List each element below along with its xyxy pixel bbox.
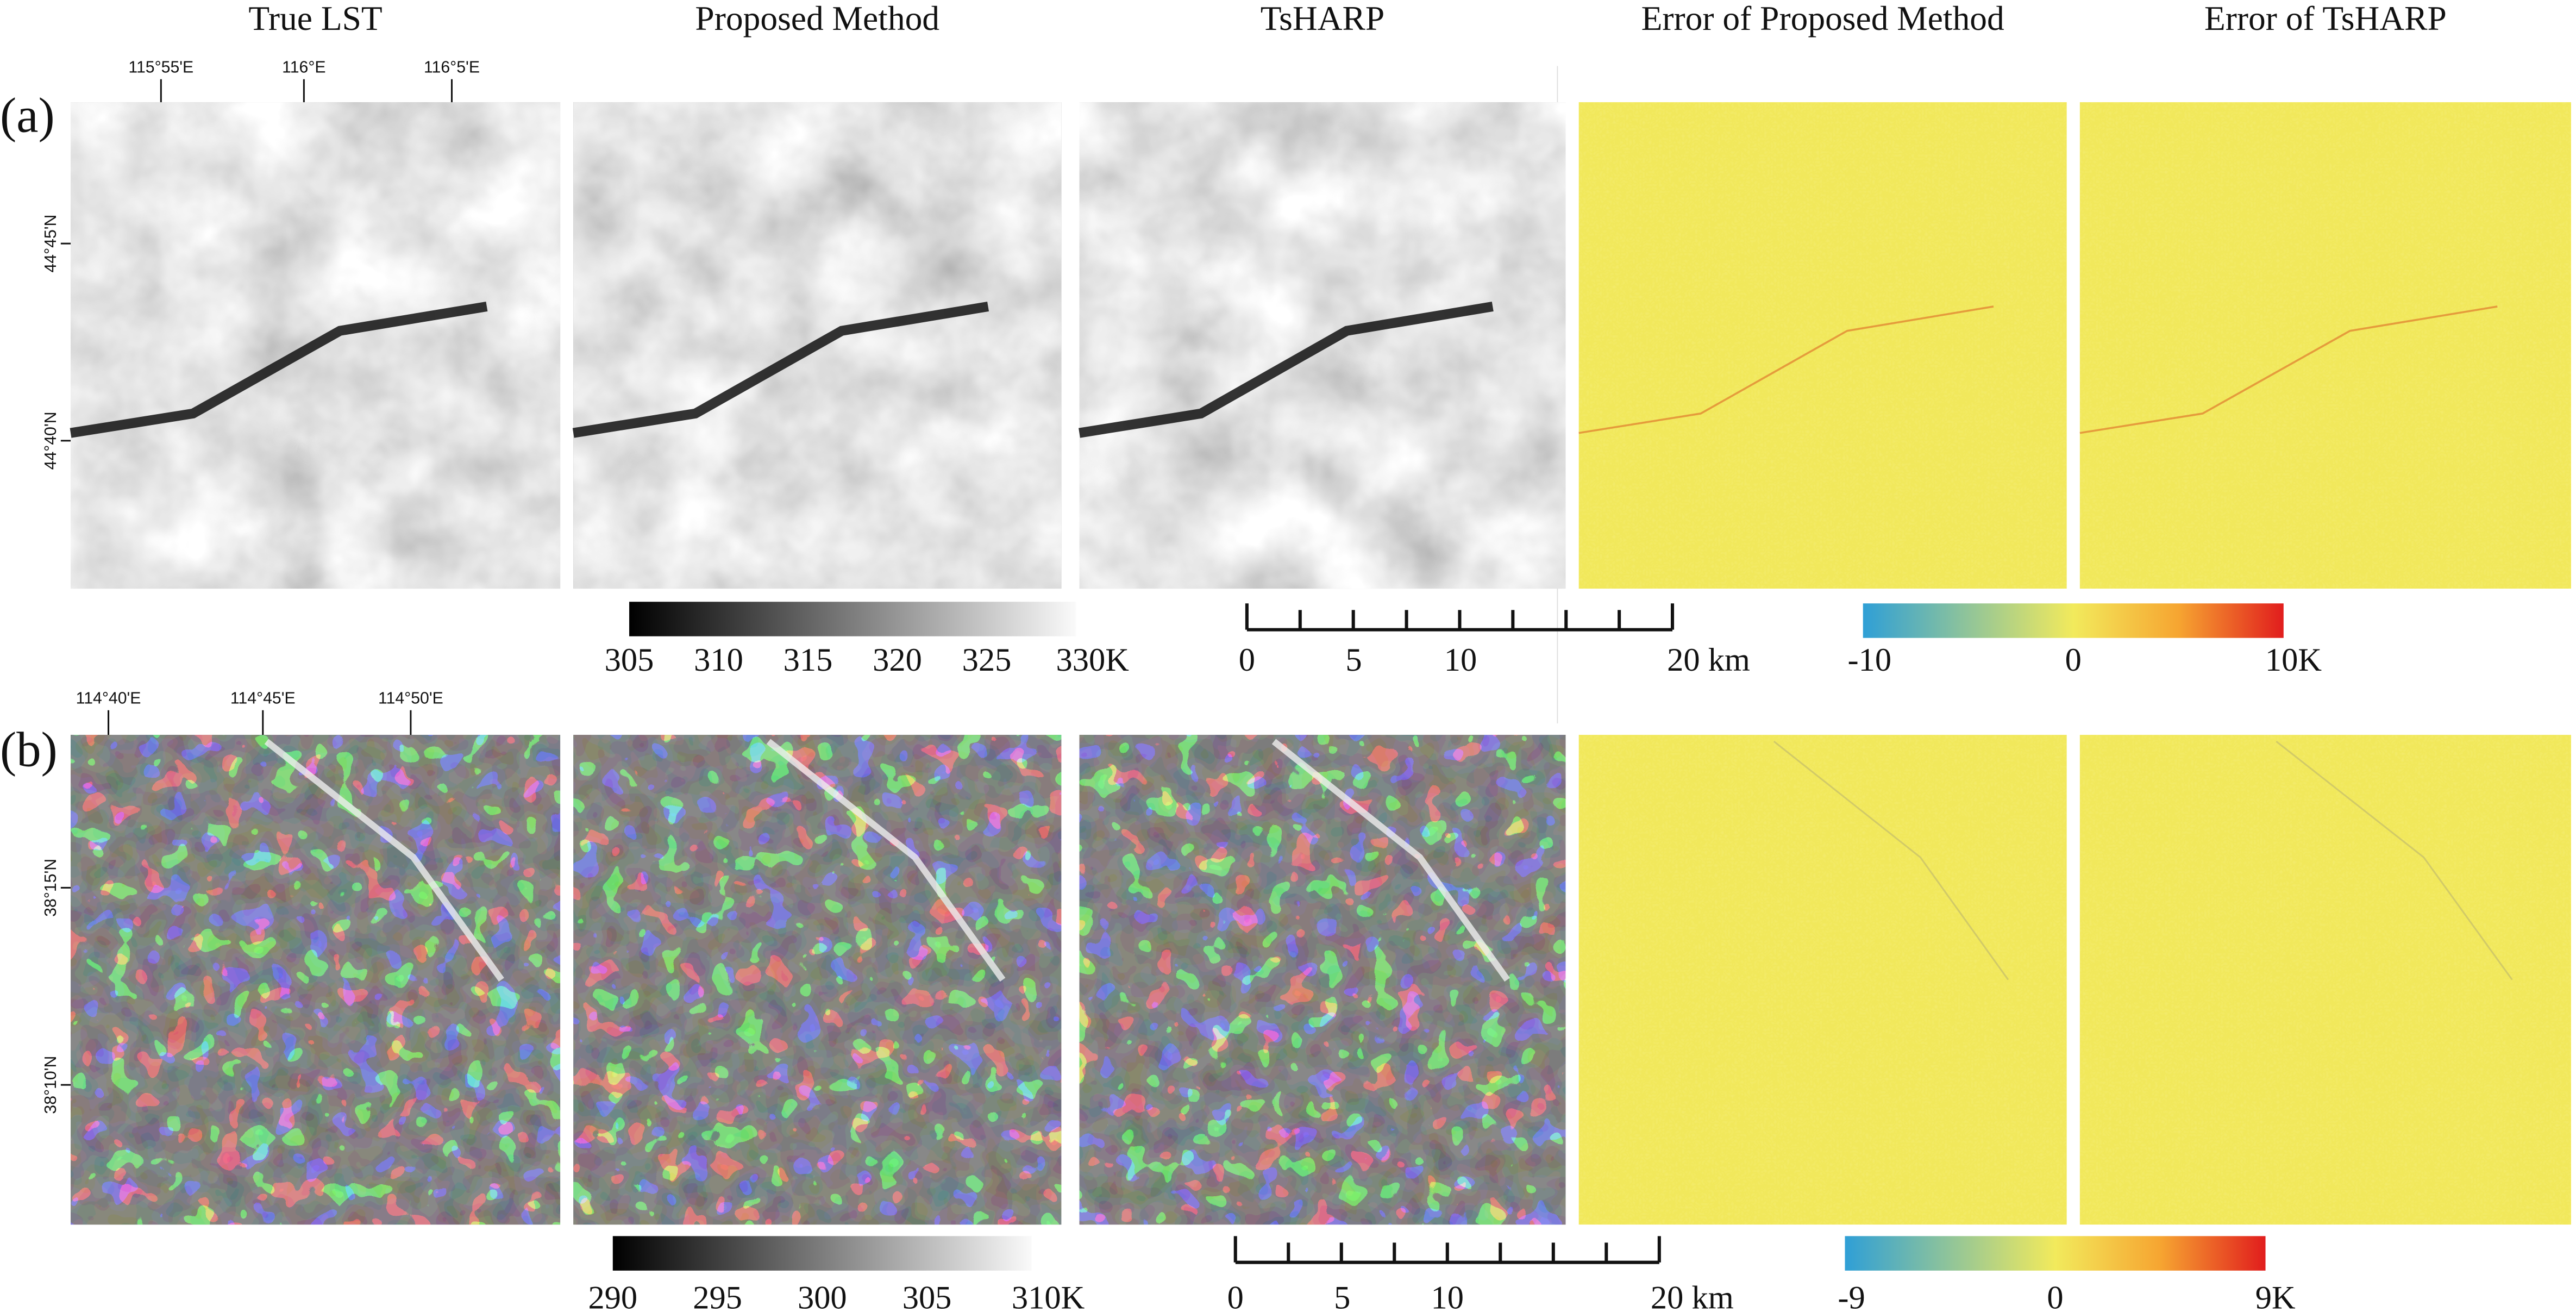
colorbar-label: 305 xyxy=(902,1279,952,1312)
colorbar-label: 320 xyxy=(873,642,922,678)
river xyxy=(2079,305,2498,434)
colorbar-label: 300 xyxy=(798,1279,847,1312)
scalebar-label: 5 xyxy=(1345,642,1362,678)
river xyxy=(1079,301,1494,438)
colorbar-label: 325 xyxy=(962,642,1012,678)
lon-label: 115°55'E xyxy=(128,59,193,77)
colorbar-label: 10K xyxy=(2265,642,2322,678)
error-colorbar xyxy=(1845,1236,2266,1271)
river xyxy=(1578,305,1994,434)
lat-label: 38°15'N xyxy=(42,859,60,917)
road xyxy=(2276,741,2513,980)
column-title: Proposed Method xyxy=(695,0,939,38)
map-texture xyxy=(1578,735,2067,1225)
river xyxy=(572,301,989,438)
lon-label: 116°E xyxy=(282,59,325,77)
scalebar-label: 0 xyxy=(1227,1279,1244,1312)
colorbar-label: 310K xyxy=(1012,1279,1085,1312)
road xyxy=(766,739,1006,982)
map-texture xyxy=(71,735,561,1225)
colorbar-label: 9K xyxy=(2255,1279,2296,1312)
column-title: Error of TsHARP xyxy=(2204,0,2447,38)
lat-label: 44°45'N xyxy=(42,215,60,273)
colorbar-label: 315 xyxy=(784,642,833,678)
panel-label: (b) xyxy=(0,722,58,777)
scalebar-label: 20 km xyxy=(1667,642,1750,678)
scalebar-label: 10 xyxy=(1444,642,1477,678)
lat-label: 38°10'N xyxy=(42,1056,60,1114)
lon-label: 114°45'E xyxy=(230,690,296,708)
column-title: TsHARP xyxy=(1261,0,1384,38)
map-texture xyxy=(573,735,1062,1225)
river xyxy=(70,301,488,438)
colorbar-label: -9 xyxy=(1838,1279,1865,1312)
map-texture xyxy=(2079,735,2571,1225)
road xyxy=(1271,739,1510,982)
lon-label: 114°40'E xyxy=(76,690,141,708)
road xyxy=(1773,741,2009,980)
lon-label: 116°5'E xyxy=(424,59,480,77)
scalebar-label: 0 xyxy=(1239,642,1255,678)
colorbar-label: -10 xyxy=(1848,642,1892,678)
scalebar-label: 5 xyxy=(1334,1279,1350,1312)
error-colorbar xyxy=(1863,603,2284,638)
colorbar-label: 0 xyxy=(2065,642,2082,678)
colorbar-label: 290 xyxy=(588,1279,637,1312)
colorbar-label: 0 xyxy=(2047,1279,2063,1312)
column-title: Error of Proposed Method xyxy=(1641,0,2004,38)
colorbar-label: 295 xyxy=(693,1279,742,1312)
road xyxy=(264,739,504,982)
scalebar-label: 10 xyxy=(1431,1279,1464,1312)
panel-label: (a) xyxy=(0,88,55,142)
scalebar-label: 20 km xyxy=(1651,1279,1734,1312)
lon-label: 114°50'E xyxy=(378,690,443,708)
column-title: True LST xyxy=(248,0,382,38)
lst-colorbar xyxy=(629,602,1076,636)
colorbar-label: 330K xyxy=(1056,642,1130,678)
colorbar-label: 305 xyxy=(605,642,654,678)
colorbar-label: 310 xyxy=(694,642,743,678)
lat-label: 44°40'N xyxy=(42,411,60,470)
map-texture xyxy=(1079,735,1566,1225)
lst-colorbar xyxy=(612,1236,1032,1271)
